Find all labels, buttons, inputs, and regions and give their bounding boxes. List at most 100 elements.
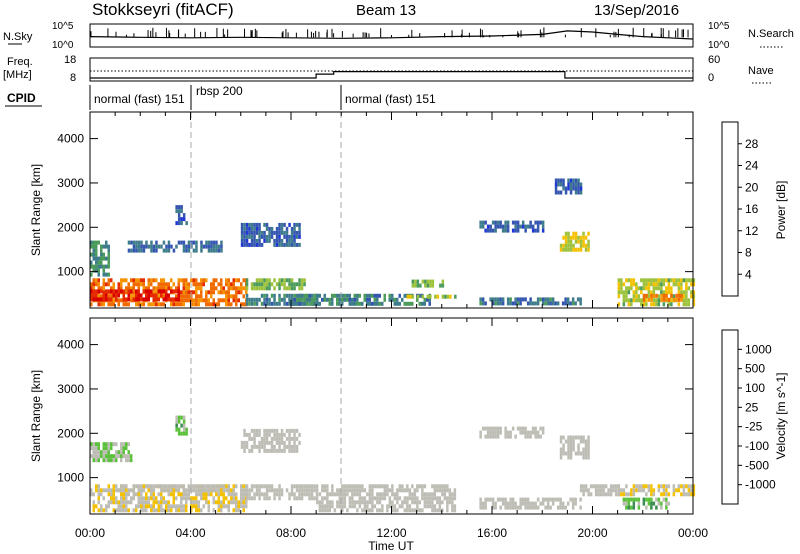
echo-cell bbox=[100, 492, 103, 497]
echo-cell bbox=[486, 224, 490, 229]
echo-cell bbox=[597, 484, 600, 489]
echo-cell bbox=[491, 220, 495, 225]
echo-cell bbox=[172, 492, 175, 497]
echo-cell bbox=[165, 500, 168, 505]
echo-cell bbox=[451, 496, 454, 501]
echo-cell bbox=[692, 294, 696, 299]
echo-cell bbox=[120, 454, 123, 459]
echo-cell bbox=[90, 272, 93, 277]
echo-cell bbox=[541, 497, 545, 502]
echo-cell bbox=[288, 222, 291, 227]
echo-cell bbox=[268, 448, 271, 453]
echo-cell bbox=[546, 497, 550, 502]
echo-cell bbox=[180, 205, 183, 210]
echo-cell bbox=[265, 282, 269, 287]
echo-cell bbox=[225, 282, 228, 287]
echo-cell bbox=[675, 293, 678, 298]
echo-cell bbox=[130, 294, 133, 299]
echo-cell bbox=[413, 508, 417, 513]
echo-cell bbox=[579, 247, 583, 252]
echo-cell bbox=[408, 504, 412, 509]
echo-cell bbox=[584, 447, 588, 452]
echo-cell bbox=[200, 286, 203, 291]
echo-cell bbox=[195, 240, 198, 245]
echo-cell bbox=[207, 302, 210, 307]
echo-cell bbox=[225, 484, 228, 489]
echo-cell bbox=[237, 508, 240, 513]
echo-cell bbox=[391, 484, 394, 489]
echo-cell bbox=[371, 301, 374, 306]
echo-cell bbox=[100, 454, 103, 459]
echo-cell bbox=[100, 508, 103, 513]
echo-cell bbox=[278, 432, 281, 437]
echo-cell bbox=[353, 297, 356, 302]
echo-cell bbox=[333, 293, 336, 298]
echo-cell bbox=[594, 492, 598, 497]
cpid-segment-label: normal (fast) 151 bbox=[345, 92, 436, 106]
echo-cell bbox=[361, 301, 364, 306]
echo-cell bbox=[220, 278, 223, 283]
colorbar-tick-label: 12 bbox=[745, 224, 759, 238]
echo-cell bbox=[240, 500, 243, 505]
echo-cell bbox=[574, 239, 578, 244]
echo-cell bbox=[499, 220, 502, 225]
echo-cell bbox=[125, 290, 128, 295]
echo-cell bbox=[622, 492, 626, 497]
echo-cell bbox=[381, 484, 384, 489]
echo-cell bbox=[245, 496, 249, 501]
echo-cell bbox=[539, 297, 542, 302]
echo-cell bbox=[245, 432, 249, 437]
echo-cell bbox=[300, 484, 304, 489]
echo-cell bbox=[180, 415, 183, 420]
echo-cell bbox=[202, 488, 206, 493]
echo-cell bbox=[225, 504, 228, 509]
echo-cell bbox=[122, 293, 125, 298]
echo-cell bbox=[416, 508, 419, 513]
echo-cell bbox=[92, 293, 95, 298]
echo-cell bbox=[273, 488, 276, 493]
echo-cell bbox=[240, 440, 244, 445]
echo-cell bbox=[90, 252, 93, 257]
echo-cell bbox=[242, 504, 245, 509]
echo-cell bbox=[529, 505, 532, 510]
echo-cell bbox=[283, 230, 286, 235]
echo-cell bbox=[265, 448, 269, 453]
echo-cell bbox=[120, 488, 123, 493]
echo-cell bbox=[242, 496, 245, 501]
echo-cell bbox=[215, 484, 218, 489]
echo-cell bbox=[358, 301, 361, 306]
echo-cell bbox=[650, 278, 653, 283]
echo-cell bbox=[280, 278, 284, 283]
echo-cell bbox=[240, 238, 244, 243]
echo-cell bbox=[268, 230, 271, 235]
echo-cell bbox=[429, 283, 432, 288]
echo-cell bbox=[353, 504, 357, 509]
echo-cell bbox=[524, 501, 527, 506]
echo-cell bbox=[496, 297, 500, 302]
echo-cell bbox=[167, 286, 170, 291]
echo-cell bbox=[416, 488, 419, 493]
echo-cell bbox=[366, 293, 369, 298]
echo-cell bbox=[285, 234, 289, 239]
echo-cell bbox=[411, 283, 415, 288]
echo-cell bbox=[632, 492, 636, 497]
echo-cell bbox=[248, 496, 251, 501]
echo-cell bbox=[253, 226, 256, 231]
echo-cell bbox=[660, 484, 663, 489]
echo-cell bbox=[258, 278, 261, 283]
echo-cell bbox=[539, 501, 542, 506]
echo-cell bbox=[295, 282, 299, 287]
echo-cell bbox=[622, 497, 626, 502]
echo-cell bbox=[494, 505, 497, 510]
echo-cell bbox=[642, 297, 646, 302]
echo-cell bbox=[582, 488, 585, 493]
echo-cell bbox=[630, 488, 633, 493]
echo-cell bbox=[647, 297, 651, 302]
echo-cell bbox=[222, 290, 225, 295]
echo-cell bbox=[303, 492, 306, 497]
echo-cell bbox=[496, 497, 500, 502]
echo-cell bbox=[290, 242, 294, 247]
echo-cell bbox=[162, 496, 165, 501]
echo-cell bbox=[499, 505, 502, 510]
echo-cell bbox=[446, 484, 449, 489]
